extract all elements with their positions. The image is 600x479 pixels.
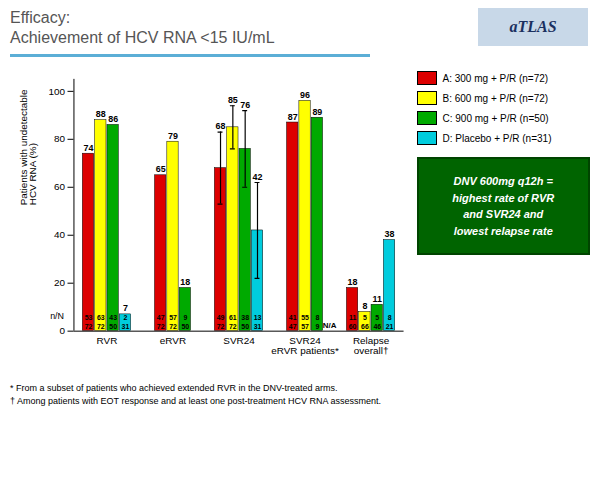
svg-text:89: 89 xyxy=(312,107,322,117)
svg-text:11: 11 xyxy=(349,314,356,321)
svg-text:8: 8 xyxy=(362,301,367,311)
svg-text:5: 5 xyxy=(375,314,379,321)
svg-text:80: 80 xyxy=(54,133,66,144)
svg-text:46: 46 xyxy=(373,323,381,330)
svg-text:40: 40 xyxy=(54,229,66,240)
svg-text:31: 31 xyxy=(254,323,262,330)
svg-text:49: 49 xyxy=(217,314,225,321)
html-text:A: 300 mg + P/R (n=72): A: 300 mg + P/R (n=72) xyxy=(442,72,549,84)
svg-text:47: 47 xyxy=(157,314,165,321)
svg-text:86: 86 xyxy=(108,114,118,124)
svg-text:79: 79 xyxy=(168,131,178,141)
svg-text:31: 31 xyxy=(122,323,130,330)
svg-text:RVR: RVR xyxy=(97,335,118,346)
svg-text:11: 11 xyxy=(373,294,382,304)
html-text:* From a subset of patients wh: * From a subset of patients who achieved… xyxy=(10,383,338,394)
svg-text:42: 42 xyxy=(253,172,263,182)
svg-text:57: 57 xyxy=(301,323,309,330)
svg-text:50: 50 xyxy=(109,323,117,330)
svg-text:72: 72 xyxy=(85,323,93,330)
svg-text:65: 65 xyxy=(156,164,166,174)
html-text:† Among patients with EOT resp: † Among patients with EOT response and a… xyxy=(10,396,381,407)
svg-text:8: 8 xyxy=(388,314,392,321)
svg-text:5: 5 xyxy=(363,314,367,321)
svg-text:72: 72 xyxy=(217,323,225,330)
svg-text:74: 74 xyxy=(84,143,94,153)
svg-text:72: 72 xyxy=(157,323,165,330)
svg-text:72: 72 xyxy=(169,323,177,330)
svg-text:55: 55 xyxy=(301,314,309,321)
svg-text:72: 72 xyxy=(97,323,105,330)
svg-text:43: 43 xyxy=(109,314,117,321)
svg-text:61: 61 xyxy=(229,314,237,321)
svg-text:47: 47 xyxy=(289,323,297,330)
svg-text:21: 21 xyxy=(386,323,394,330)
svg-text:88: 88 xyxy=(96,109,106,119)
html-text:Efficacy:: Efficacy: xyxy=(10,9,71,26)
svg-text:72: 72 xyxy=(229,323,237,330)
svg-text:53: 53 xyxy=(85,314,93,321)
svg-text:66: 66 xyxy=(361,323,369,330)
html-text:Achievement of HCV RNA <15 IU/: Achievement of HCV RNA <15 IU/mL xyxy=(10,29,275,46)
svg-text:9: 9 xyxy=(315,323,319,330)
svg-text:38: 38 xyxy=(241,314,249,321)
svg-text:60: 60 xyxy=(349,323,357,330)
svg-text:9: 9 xyxy=(183,314,187,321)
html-text:aTLAS: aTLAS xyxy=(509,18,557,35)
svg-text:18: 18 xyxy=(348,277,358,287)
svg-text:SVR24: SVR24 xyxy=(223,335,255,346)
svg-text:60: 60 xyxy=(54,181,66,192)
svg-text:7: 7 xyxy=(123,303,128,313)
svg-text:Relapseoverall†: Relapseoverall† xyxy=(353,335,390,356)
svg-text:SVR24eRVR patients*: SVR24eRVR patients* xyxy=(271,335,339,356)
svg-text:87: 87 xyxy=(288,112,298,122)
svg-text:0: 0 xyxy=(60,325,66,336)
svg-text:63: 63 xyxy=(97,314,105,321)
html-text:DNV 600mg q12h = highest rate: DNV 600mg q12h = highest rate of RVR and… xyxy=(452,175,555,237)
svg-text:18: 18 xyxy=(180,277,190,287)
svg-text:8: 8 xyxy=(315,314,319,321)
svg-text:57: 57 xyxy=(169,314,177,321)
svg-text:eRVR: eRVR xyxy=(160,335,186,346)
svg-text:N/A: N/A xyxy=(323,321,337,330)
html-text:B: 600 mg + P/R (n=72): B: 600 mg + P/R (n=72) xyxy=(442,92,549,104)
svg-text:Patients with undetectableHCV: Patients with undetectableHCV RNA (%) xyxy=(18,89,39,205)
svg-text:100: 100 xyxy=(48,86,65,97)
svg-text:38: 38 xyxy=(385,229,395,239)
svg-text:85: 85 xyxy=(228,95,238,105)
svg-text:41: 41 xyxy=(289,314,297,321)
svg-text:2: 2 xyxy=(124,314,128,321)
svg-text:96: 96 xyxy=(300,90,310,100)
svg-text:n/N: n/N xyxy=(50,311,64,321)
svg-text:50: 50 xyxy=(241,323,249,330)
html-text:C: 900 mg + P/R (n=50): C: 900 mg + P/R (n=50) xyxy=(442,112,549,124)
html-text:D: Placebo + P/R (n=31): D: Placebo + P/R (n=31) xyxy=(442,132,552,144)
svg-text:20: 20 xyxy=(54,277,66,288)
svg-text:13: 13 xyxy=(254,314,262,321)
svg-text:68: 68 xyxy=(216,121,226,131)
svg-text:50: 50 xyxy=(181,323,189,330)
svg-text:76: 76 xyxy=(240,100,250,110)
